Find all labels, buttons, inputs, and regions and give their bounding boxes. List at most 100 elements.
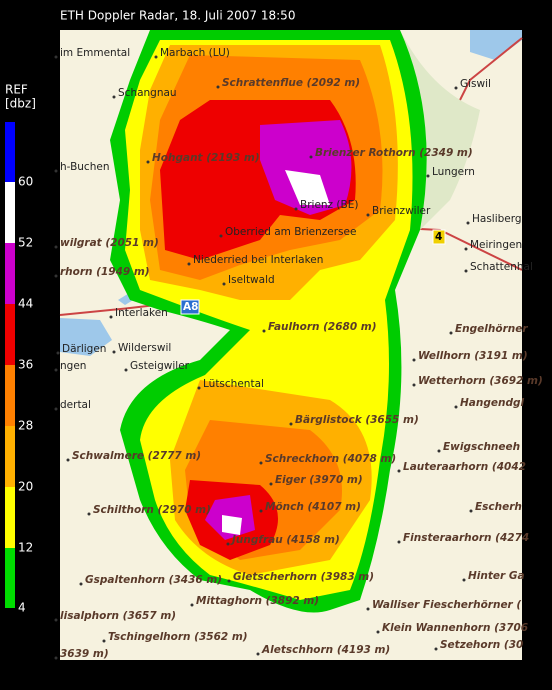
place-label: wilgrat (2051 m) — [60, 237, 159, 249]
place-dot — [66, 458, 70, 462]
place-dot — [259, 461, 263, 465]
place-dot — [309, 155, 313, 159]
place-label: Schreckhorn (4078 m) — [265, 453, 396, 465]
place-label: Ewigschneeh — [443, 441, 520, 453]
place-dot — [190, 603, 194, 607]
place-label: Klein Wannenhorn (3706 — [382, 622, 528, 634]
road-sign-label: 4 — [435, 231, 442, 243]
place-dot — [464, 269, 468, 273]
road-sign-label: A8 — [183, 301, 198, 313]
place-dot — [54, 274, 58, 278]
place-label: im Emmental — [60, 47, 130, 59]
place-label: Hinter Ga — [468, 570, 525, 582]
place-label: Walliser Fiescherhörner ( — [372, 599, 521, 611]
place-label: Wilderswil — [118, 342, 171, 354]
place-dot — [54, 407, 58, 411]
place-dot — [79, 582, 83, 586]
place-label: Escherh — [475, 501, 522, 513]
legend-label: 12 — [18, 541, 33, 555]
place-dot — [219, 234, 223, 238]
place-label: dertal — [60, 399, 91, 411]
place-dot — [269, 482, 273, 486]
place-dot — [454, 405, 458, 409]
place-label: Oberried am Brienzersee — [225, 226, 356, 238]
place-label: Hohgant (2193 m) — [152, 152, 260, 164]
place-dot — [469, 509, 473, 513]
place-dot — [87, 512, 91, 516]
place-dot — [366, 213, 370, 217]
place-dot — [54, 169, 58, 173]
title: ETH Doppler Radar, 18. Juli 2007 18:50 — [60, 9, 295, 23]
place-dot — [289, 422, 293, 426]
place-dot — [434, 647, 438, 651]
legend-label: 44 — [18, 297, 33, 311]
place-label: Schwalmere (2777 m) — [72, 450, 201, 462]
place-label: 3639 m) — [60, 648, 109, 660]
place-label: lisalphorn (3657 m) — [60, 610, 176, 622]
legend-title: REF — [5, 83, 28, 97]
place-dot — [412, 358, 416, 362]
place-dot — [259, 509, 263, 513]
place-label: Mönch (4107 m) — [265, 501, 361, 513]
place-label: Iseltwald — [228, 274, 275, 286]
place-dot — [376, 630, 380, 634]
place-label: Schrattenflue (2092 m) — [222, 77, 360, 89]
legend-bar — [5, 122, 15, 608]
place-dot — [112, 95, 116, 99]
legend-label: 52 — [18, 236, 33, 250]
place-dot — [366, 607, 370, 611]
place-dot — [262, 329, 266, 333]
place-label: Engelhörner — [455, 323, 528, 335]
place-dot — [54, 618, 58, 622]
place-label: Hangendgl — [460, 397, 524, 409]
place-dot — [112, 350, 116, 354]
place-dot — [462, 578, 466, 582]
place-label: Brienz (BE) — [300, 199, 358, 211]
legend-unit: [dbz] — [5, 97, 36, 111]
place-dot — [294, 207, 298, 211]
place-label: Eiger (3970 m) — [275, 474, 363, 486]
place-dot — [412, 383, 416, 387]
place-label: Gletscherhorn (3983 m) — [233, 571, 374, 583]
place-label: Giswil — [460, 78, 491, 90]
place-dot — [146, 160, 150, 164]
place-label: Jungfrau (4158 m) — [230, 534, 340, 546]
place-dot — [466, 221, 470, 225]
place-dot — [124, 368, 128, 372]
place-label: Schilthorn (2970 m) — [93, 504, 211, 516]
place-dot — [197, 386, 201, 390]
place-dot — [222, 282, 226, 286]
place-dot — [54, 368, 58, 372]
place-dot — [426, 174, 430, 178]
place-dot — [256, 652, 260, 656]
place-dot — [226, 542, 230, 546]
place-label: Brienzer Rothorn (2349 m) — [315, 147, 473, 159]
place-dot — [54, 245, 58, 249]
place-dot — [397, 540, 401, 544]
place-dot — [216, 85, 220, 89]
place-label: Niederried bei Interlaken — [193, 254, 323, 266]
legend-label: 20 — [18, 480, 33, 494]
place-label: Wellhorn (3191 m) — [418, 350, 528, 362]
place-dot — [464, 247, 468, 251]
place-label: Setzehorn (30 — [440, 639, 523, 651]
place-label: Faulhorn (2680 m) — [268, 321, 377, 333]
place-dot — [437, 449, 441, 453]
place-dot — [449, 331, 453, 335]
place-label: Lauteraarhorn (4042 — [403, 461, 526, 473]
place-dot — [397, 469, 401, 473]
place-label: Wetterhorn (3692 m) — [418, 375, 543, 387]
place-label: Aletschhorn (4193 m) — [261, 644, 390, 656]
place-label: Hasliberg — [472, 213, 522, 225]
place-labels: im Emmental Marbach (LU) Schangnau Schratte… — [54, 47, 543, 660]
road-sign — [432, 229, 446, 245]
place-label: Gsteigwiler — [130, 360, 190, 372]
legend-label: 36 — [18, 358, 33, 372]
place-dot — [54, 656, 58, 660]
place-label: ngen — [60, 360, 86, 372]
place-dot — [56, 351, 60, 355]
road-sign — [180, 299, 200, 315]
place-dot — [454, 86, 458, 90]
